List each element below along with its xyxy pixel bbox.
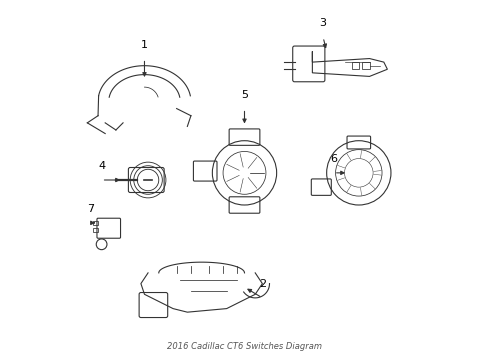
Text: 7: 7 — [87, 204, 94, 214]
Text: 5: 5 — [241, 90, 247, 100]
Bar — [93, 221, 98, 225]
Text: 3: 3 — [319, 18, 326, 28]
Text: 6: 6 — [329, 154, 337, 164]
Text: 4: 4 — [98, 161, 105, 171]
Text: 2016 Cadillac CT6 Switches Diagram: 2016 Cadillac CT6 Switches Diagram — [167, 342, 321, 351]
Bar — [93, 228, 98, 232]
Bar — [351, 62, 358, 69]
Text: 1: 1 — [141, 40, 148, 50]
Text: 2: 2 — [258, 279, 265, 289]
Bar — [362, 62, 369, 69]
